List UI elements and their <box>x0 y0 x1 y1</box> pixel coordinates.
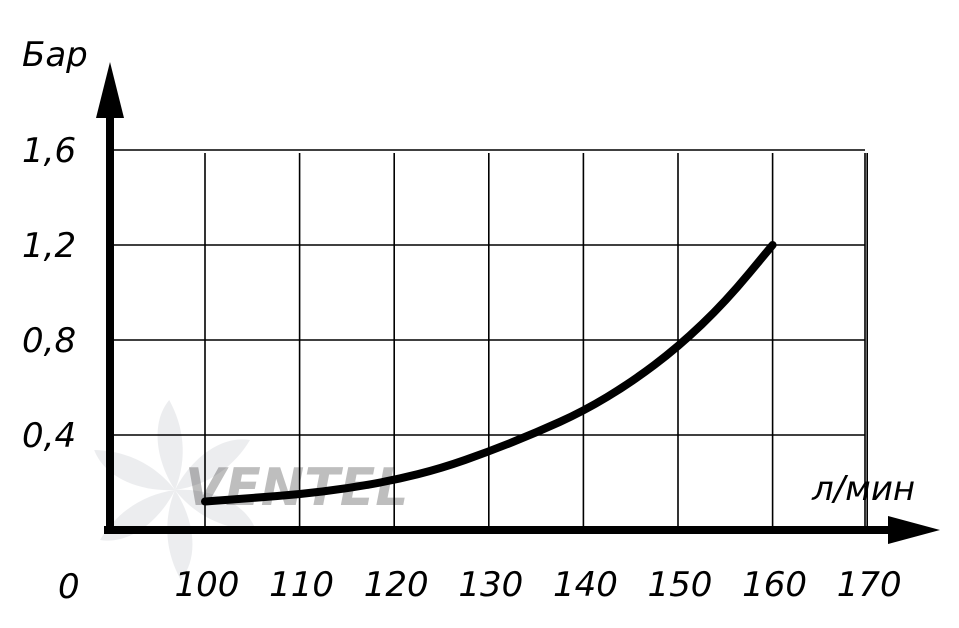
x-axis-title: л/мин <box>811 469 915 509</box>
y-tick-label: 0,4 <box>22 416 76 456</box>
y-tick-label: 1,6 <box>22 131 76 171</box>
x-tick-label: 170 <box>837 565 902 605</box>
x-tick-label: 130 <box>458 565 523 605</box>
watermark-logo-text: VENTEL <box>185 458 408 518</box>
origin-label: 0 <box>58 567 80 607</box>
x-tick-label: 150 <box>648 565 713 605</box>
x-axis-arrow-icon <box>888 516 940 544</box>
x-tick-label: 110 <box>269 565 334 605</box>
x-tick-label: 160 <box>742 565 807 605</box>
x-tick-label: 100 <box>175 565 240 605</box>
y-tick-label: 1,2 <box>22 226 76 266</box>
x-tick-label: 120 <box>364 565 429 605</box>
labels: Бар л/мин 0 100 110 120 130 140 150 160 170 0,4 0… <box>22 35 915 607</box>
y-axis-title: Бар <box>22 35 88 75</box>
watermark: VENTEL <box>94 400 409 581</box>
y-axis-arrow-icon <box>96 62 124 118</box>
x-tick-label: 140 <box>553 565 618 605</box>
y-tick-label: 0,8 <box>22 321 76 361</box>
